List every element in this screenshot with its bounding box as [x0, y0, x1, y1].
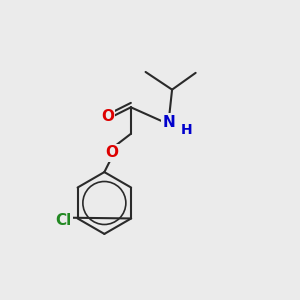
Text: H: H: [181, 123, 193, 137]
Text: O: O: [105, 146, 118, 160]
Text: N: N: [163, 115, 175, 130]
Text: O: O: [101, 109, 114, 124]
Text: Cl: Cl: [55, 213, 71, 228]
